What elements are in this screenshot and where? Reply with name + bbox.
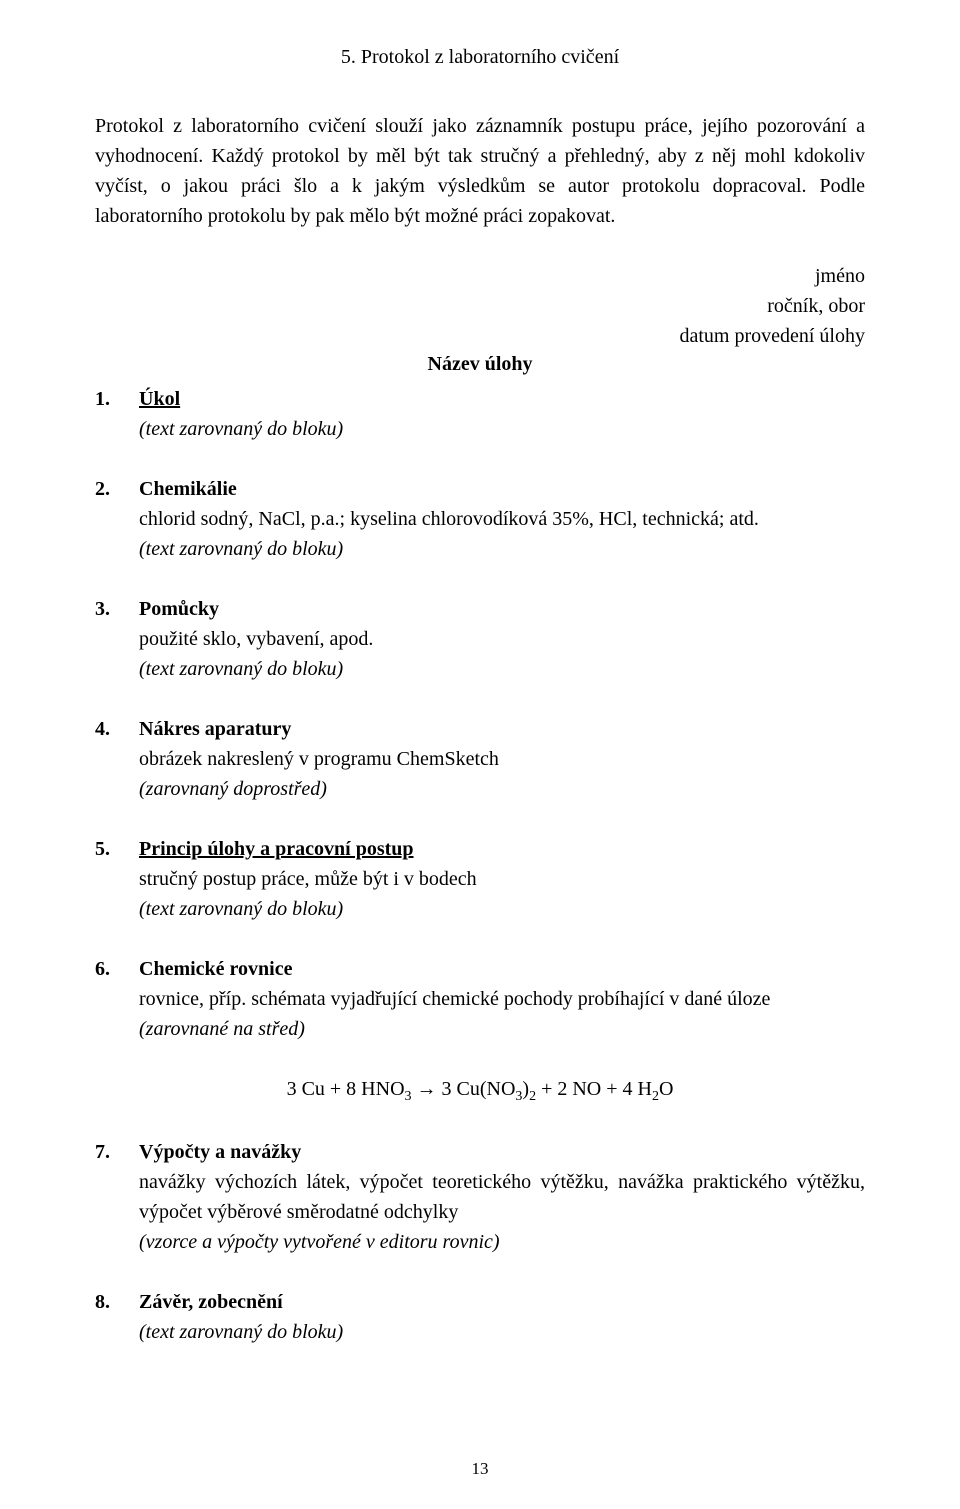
page: 5. Protokol z laboratorního cvičení Prot… <box>0 0 960 1509</box>
section-1: 1. Úkol (text zarovnaný do bloku) <box>95 384 865 444</box>
section-7-title: Výpočty a navážky <box>139 1137 301 1167</box>
eq-sub-1: 3 <box>405 1089 412 1104</box>
section-8-title: Závěr, zobecnění <box>139 1287 283 1317</box>
section-8-num: 8. <box>95 1287 113 1317</box>
section-3-title: Pomůcky <box>139 594 219 624</box>
eq-sub-4: 2 <box>652 1089 659 1104</box>
section-7-num: 7. <box>95 1137 113 1167</box>
section-5-title: Princip úlohy a pracovní postup <box>139 834 414 864</box>
section-5-desc1: stručný postup práce, může být i v bodec… <box>139 864 865 894</box>
section-6-num: 6. <box>95 954 113 984</box>
section-6-desc1: rovnice, příp. schémata vyjadřující chem… <box>139 984 865 1014</box>
section-6-title: Chemické rovnice <box>139 954 293 984</box>
section-6-desc2: (zarovnané na střed) <box>139 1014 865 1044</box>
chemical-equation: 3 Cu + 8 HNO3 → 3 Cu(NO3)2 + 2 NO + 4 H2… <box>95 1074 865 1107</box>
section-8-desc: (text zarovnaný do bloku) <box>139 1317 865 1347</box>
section-4-desc1: obrázek nakreslený v programu ChemSketch <box>139 744 865 774</box>
nazev-ulohy: Název úlohy <box>95 353 865 376</box>
section-1-num: 1. <box>95 384 113 414</box>
sections-list: 1. Úkol (text zarovnaný do bloku) 2. Che… <box>95 384 865 1347</box>
section-4-title: Nákres aparatury <box>139 714 291 744</box>
section-7-desc1: navážky výchozích látek, výpočet teoreti… <box>139 1167 865 1227</box>
intro-paragraph: Protokol z laboratorního cvičení slouží … <box>95 111 865 231</box>
rocnik-line: ročník, obor <box>95 291 865 321</box>
section-7-desc2: (vzorce a výpočty vytvořené v editoru ro… <box>139 1227 865 1257</box>
section-5-num: 5. <box>95 834 113 864</box>
section-5: 5. Princip úlohy a pracovní postup struč… <box>95 834 865 924</box>
section-1-desc: (text zarovnaný do bloku) <box>139 414 865 444</box>
eq-part-b: → 3 Cu(NO <box>412 1078 516 1100</box>
section-2-num: 2. <box>95 474 113 504</box>
page-number: 13 <box>0 1459 960 1479</box>
section-4-desc2: (zarovnaný doprostřed) <box>139 774 865 804</box>
section-2-title: Chemikálie <box>139 474 237 504</box>
jmeno-line: jméno <box>95 261 865 291</box>
section-3-desc2: (text zarovnaný do bloku) <box>139 654 865 684</box>
section-4: 4. Nákres aparatury obrázek nakreslený v… <box>95 714 865 804</box>
section-8: 8. Závěr, zobecnění (text zarovnaný do b… <box>95 1287 865 1347</box>
eq-part-d: + 2 NO + 4 H <box>536 1078 652 1100</box>
section-3: 3. Pomůcky použité sklo, vybavení, apod.… <box>95 594 865 684</box>
section-4-num: 4. <box>95 714 113 744</box>
section-2-desc1: chlorid sodný, NaCl, p.a.; kyselina chlo… <box>139 504 865 534</box>
section-3-desc1: použité sklo, vybavení, apod. <box>139 624 865 654</box>
header-right-block: jméno ročník, obor datum provedení úlohy <box>95 261 865 351</box>
datum-line: datum provedení úlohy <box>95 321 865 351</box>
section-heading: 5. Protokol z laboratorního cvičení <box>95 46 865 69</box>
equation-block: 3 Cu + 8 HNO3 → 3 Cu(NO3)2 + 2 NO + 4 H2… <box>95 1074 865 1107</box>
section-2-desc2: (text zarovnaný do bloku) <box>139 534 865 564</box>
eq-part-a: 3 Cu + 8 HNO <box>287 1078 405 1100</box>
eq-part-e: O <box>659 1078 673 1100</box>
section-2: 2. Chemikálie chlorid sodný, NaCl, p.a.;… <box>95 474 865 564</box>
section-6: 6. Chemické rovnice rovnice, příp. schém… <box>95 954 865 1044</box>
section-1-title: Úkol <box>139 384 180 414</box>
section-5-desc2: (text zarovnaný do bloku) <box>139 894 865 924</box>
section-3-num: 3. <box>95 594 113 624</box>
section-7: 7. Výpočty a navážky navážky výchozích l… <box>95 1137 865 1257</box>
